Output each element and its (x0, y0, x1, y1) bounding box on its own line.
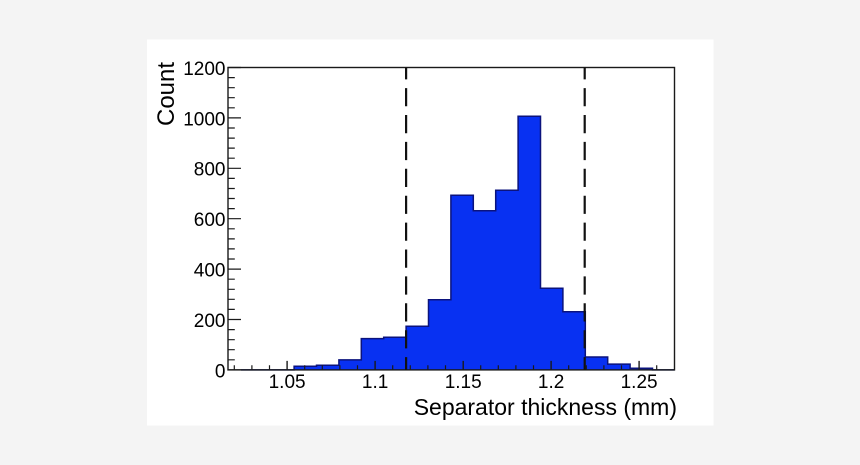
svg-text:1.25: 1.25 (621, 372, 658, 393)
svg-text:1200: 1200 (183, 59, 225, 80)
svg-text:400: 400 (194, 261, 226, 282)
svg-text:1.05: 1.05 (269, 372, 306, 393)
svg-text:Separator thickness (mm): Separator thickness (mm) (414, 394, 677, 420)
svg-text:200: 200 (194, 311, 226, 332)
svg-text:0: 0 (215, 361, 226, 382)
svg-text:800: 800 (194, 160, 226, 181)
svg-text:1000: 1000 (183, 109, 225, 130)
svg-text:1.2: 1.2 (538, 372, 564, 393)
svg-text:600: 600 (194, 210, 226, 231)
svg-text:Count: Count (153, 62, 180, 126)
svg-text:1.1: 1.1 (362, 372, 388, 393)
svg-text:1.15: 1.15 (445, 372, 482, 393)
